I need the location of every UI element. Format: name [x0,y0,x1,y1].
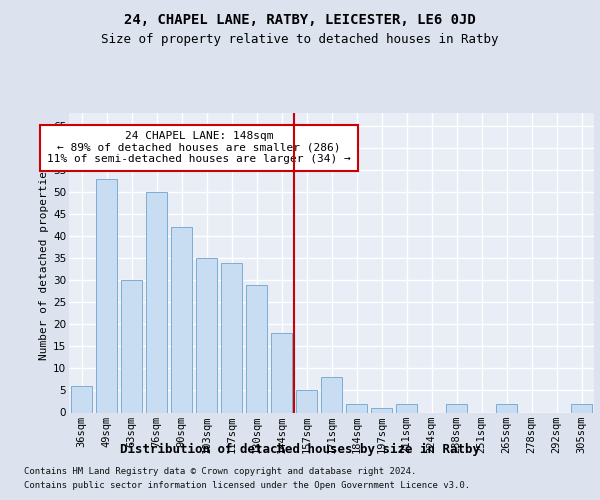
Bar [96,178,117,412]
Text: 24 CHAPEL LANE: 148sqm
← 89% of detached houses are smaller (286)
11% of semi-de: 24 CHAPEL LANE: 148sqm ← 89% of detached… [47,131,351,164]
Bar [71,386,92,412]
Bar [496,404,517,412]
Bar [446,404,467,412]
Bar [271,333,292,412]
Bar [171,227,192,412]
Bar [396,404,417,412]
Bar [146,192,167,412]
Text: Size of property relative to detached houses in Ratby: Size of property relative to detached ho… [101,32,499,46]
Bar [346,404,367,412]
Text: 24, CHAPEL LANE, RATBY, LEICESTER, LE6 0JD: 24, CHAPEL LANE, RATBY, LEICESTER, LE6 0… [124,12,476,26]
Text: Contains HM Land Registry data © Crown copyright and database right 2024.: Contains HM Land Registry data © Crown c… [24,468,416,476]
Y-axis label: Number of detached properties: Number of detached properties [39,164,49,360]
Text: Contains public sector information licensed under the Open Government Licence v3: Contains public sector information licen… [24,481,470,490]
Text: Distribution of detached houses by size in Ratby: Distribution of detached houses by size … [120,442,480,456]
Bar [321,377,342,412]
Bar [296,390,317,412]
Bar [571,404,592,412]
Bar [221,262,242,412]
Bar [371,408,392,412]
Bar [121,280,142,412]
Bar [196,258,217,412]
Bar [246,284,267,412]
